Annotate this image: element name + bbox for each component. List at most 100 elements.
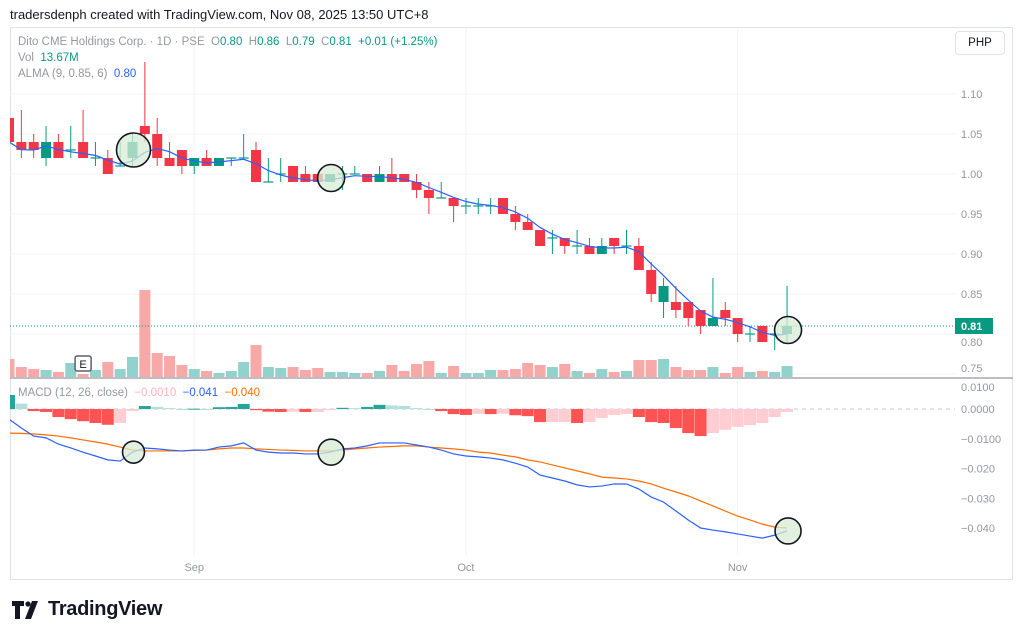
candle-body <box>720 310 731 318</box>
macd-axis-label: −0.030 <box>961 493 995 505</box>
annotation-circle[interactable] <box>316 163 346 193</box>
macd-axis-label: 0.0000 <box>961 404 995 416</box>
price-axis-label: 1.00 <box>961 169 982 181</box>
candle <box>460 198 471 214</box>
candle-body <box>164 158 175 166</box>
annotation-circle[interactable] <box>773 315 803 345</box>
volume-bar <box>250 344 262 377</box>
macd-histogram-bar <box>299 409 312 412</box>
candle <box>349 166 360 175</box>
macd-histogram-bar <box>89 409 102 423</box>
volume-bar <box>497 370 509 377</box>
annotation-circle[interactable] <box>121 440 146 464</box>
close-label: C <box>321 36 330 48</box>
macd-histogram-bar <box>447 409 460 415</box>
currency-button[interactable]: PHP <box>955 31 1005 55</box>
macd-histogram-bar <box>151 406 164 409</box>
alma-legend[interactable]: ALMA (9, 0.85, 6) 0.80 <box>18 68 136 80</box>
annotation-circle[interactable] <box>115 132 152 168</box>
tradingview-logo-icon <box>12 600 38 619</box>
macd-histogram-bar <box>410 408 423 410</box>
candle-body <box>152 134 163 158</box>
volume-bar <box>225 370 237 377</box>
open-label: O <box>211 36 220 48</box>
volume-bar <box>707 367 719 377</box>
volume-bar <box>719 372 731 377</box>
candle-body <box>732 318 743 334</box>
candle <box>411 174 422 198</box>
candle <box>374 166 385 182</box>
tradingview-logo[interactable]: TradingView <box>12 598 162 621</box>
macd-histogram-bar <box>768 409 781 418</box>
macd-histogram-bar <box>422 409 435 410</box>
candle <box>53 134 64 158</box>
macd-histogram-bar <box>361 406 374 409</box>
candle <box>28 134 39 158</box>
volume-bar <box>522 363 534 377</box>
annotation-circle[interactable] <box>317 438 345 466</box>
volume-bar <box>682 370 694 377</box>
candle-body <box>448 198 459 206</box>
candle <box>10 118 14 142</box>
macd-histogram-bar <box>324 409 337 411</box>
candle-body <box>362 174 373 182</box>
candle <box>448 198 459 222</box>
open-value: 0.80 <box>219 36 243 48</box>
volume-bar <box>670 367 682 377</box>
volume-bar <box>645 360 657 377</box>
volume-bar <box>324 372 336 377</box>
high-label: H <box>248 36 258 48</box>
volume-bar <box>460 372 472 377</box>
candle-body <box>596 246 607 254</box>
annotation-circle[interactable] <box>774 517 802 545</box>
volume-bar <box>633 360 645 377</box>
candle <box>176 150 187 174</box>
volume-bar <box>608 372 620 377</box>
volume-bar <box>534 365 546 377</box>
volume-bar <box>756 370 768 377</box>
candle <box>238 134 249 159</box>
candle-body <box>670 302 681 310</box>
candle-body <box>16 142 27 150</box>
macd-histogram-bar <box>274 409 287 412</box>
macd-histogram-bar <box>311 409 324 412</box>
macd-histogram-bar <box>645 409 658 423</box>
macd-histogram-bar <box>262 409 275 412</box>
macd-hist-value: −0.0010 <box>134 387 177 399</box>
macd-histogram-bar <box>719 409 732 430</box>
candle-body <box>695 310 706 326</box>
low-value: 0.79 <box>292 36 315 48</box>
volume-bar <box>435 372 447 377</box>
macd-histogram-bar <box>27 409 40 412</box>
volume-bar <box>312 367 324 377</box>
alma-label: ALMA (9, 0.85, 6) <box>18 68 108 80</box>
volume-bar <box>287 367 299 377</box>
volume-bar <box>583 372 595 377</box>
time-axis-label: Sep <box>184 562 204 574</box>
candle <box>65 126 76 158</box>
candle <box>670 286 681 318</box>
earnings-event-marker[interactable] <box>74 355 92 372</box>
chart-frame <box>10 27 1013 580</box>
macd-histogram-bar <box>348 408 361 410</box>
macd-legend[interactable]: MACD (12, 26, close) −0.0010 −0.041 −0.0… <box>18 387 260 399</box>
volume-bar <box>386 365 398 377</box>
volume-bar <box>262 367 274 377</box>
macd-histogram-bar <box>52 409 65 418</box>
macd-histogram-bar <box>10 395 15 409</box>
macd-histogram-bar <box>583 409 596 423</box>
candle-body <box>288 166 299 182</box>
candle <box>658 278 669 318</box>
candle-body <box>201 158 212 166</box>
volume-bar <box>336 372 348 377</box>
volume-bar <box>349 372 361 377</box>
price-axis-label: 0.90 <box>961 249 982 261</box>
volume-bar <box>423 360 435 377</box>
candle-body <box>102 158 113 174</box>
volume-bar <box>28 369 40 377</box>
macd-axis-label: −0.020 <box>961 464 995 476</box>
volume-bar <box>398 370 410 377</box>
volume-bar <box>658 358 670 377</box>
volume-legend: Vol 13.67M <box>18 52 79 64</box>
